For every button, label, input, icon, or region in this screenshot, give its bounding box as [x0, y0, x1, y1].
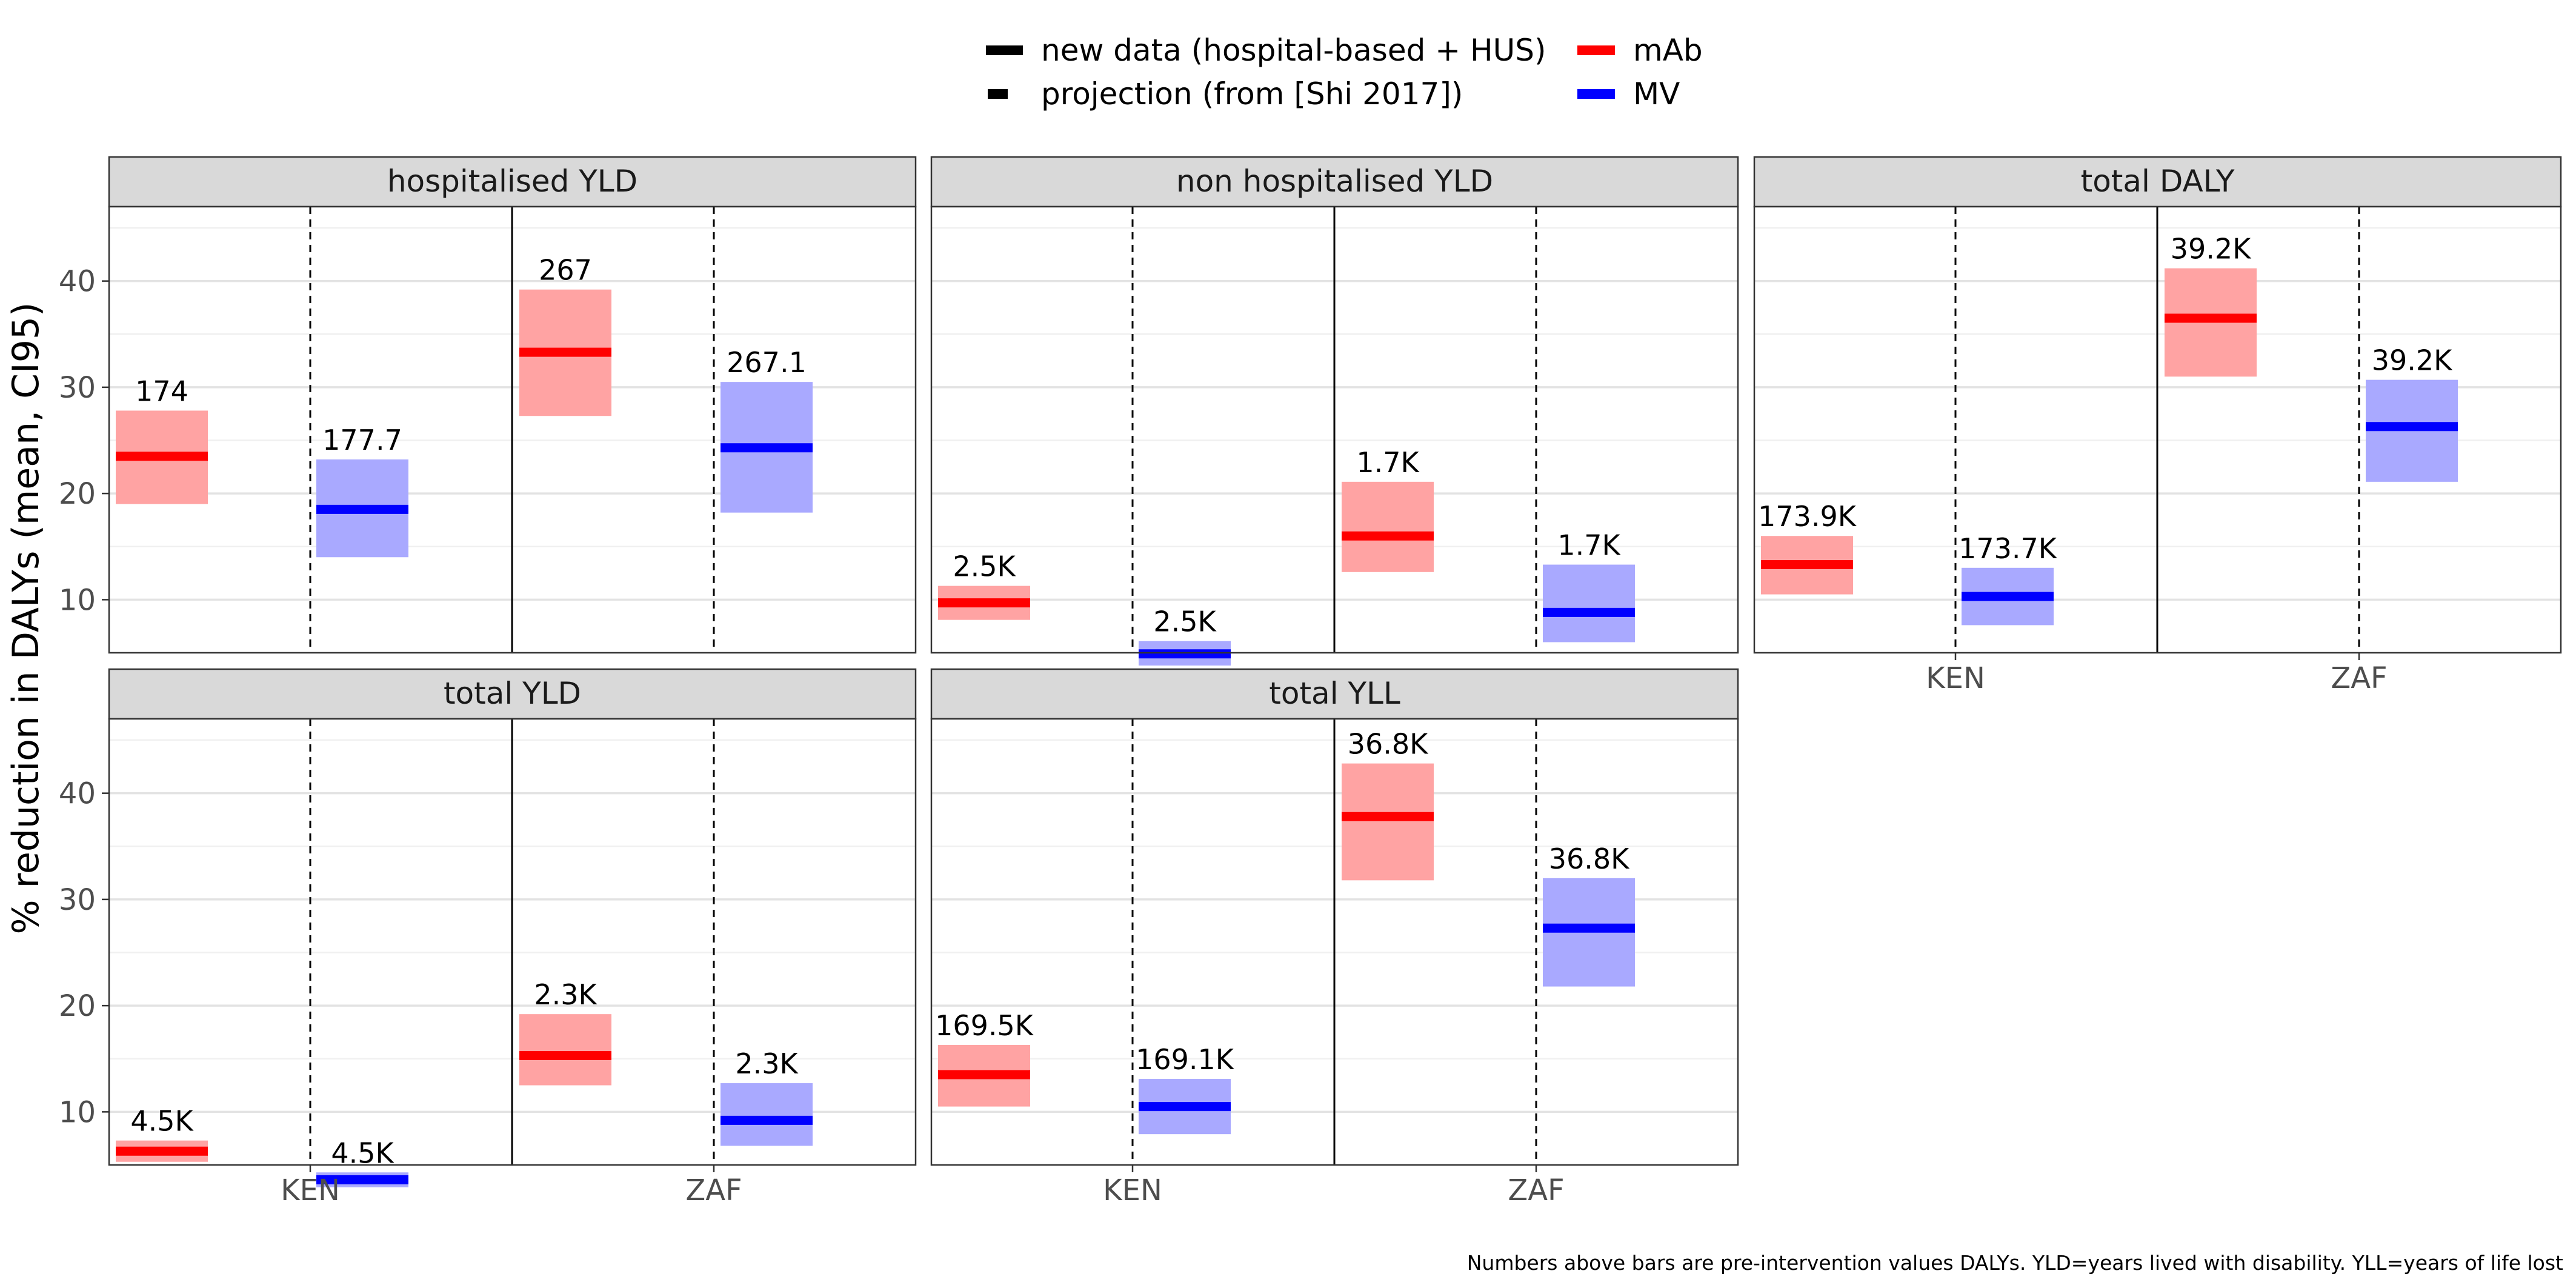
- y-tick-label: 10: [59, 1095, 96, 1129]
- data-label-ken-mab: 174: [135, 375, 188, 407]
- legend: new data (hospital-based + HUS) projectio…: [986, 33, 1703, 112]
- data-label-zaf-mab: 267: [539, 254, 592, 287]
- data-label-ken-mab: 173.9K: [1758, 500, 1857, 533]
- caption: Numbers above bars are pre-intervention …: [1467, 1251, 2563, 1275]
- panel-title: total YLL: [1269, 676, 1400, 711]
- data-label-ken-mab: 2.5K: [953, 550, 1016, 583]
- panel-strip: [108, 156, 917, 208]
- y-tick-label: 30: [59, 883, 96, 917]
- data-label-zaf-mab: 1.7K: [1356, 446, 1420, 479]
- panel-title: total YLD: [444, 676, 581, 711]
- y-tick-label: 10: [59, 583, 96, 617]
- legend-label-dashed: projection (from [Shi 2017]): [1041, 76, 1463, 112]
- x-tick-label-ken: KEN: [1926, 661, 1985, 695]
- data-label-zaf-mab: 2.3K: [534, 978, 597, 1011]
- panel-strip: [108, 668, 917, 720]
- y-tick-label: 20: [59, 477, 96, 511]
- data-label-ken-mv: 4.5K: [331, 1136, 394, 1169]
- x-tick-label-zaf: ZAF: [2331, 661, 2387, 695]
- panel-title: non hospitalised YLD: [1176, 164, 1493, 199]
- panel-total-daly: total DALY 173.9K 173.7K 39.2K 39.2K KEN ZAF: [1753, 156, 2562, 695]
- x-tick-label-ken: KEN: [1103, 1173, 1162, 1207]
- panel-border: [930, 205, 1739, 654]
- data-label-zaf-mab: 36.8K: [1348, 728, 1429, 761]
- panel-border: [1753, 205, 2562, 654]
- x-tick-label-ken: KEN: [281, 1173, 340, 1207]
- panels: hospitalised YLD 174 177.7 267 267.1 10 20 30 40…: [59, 156, 2562, 1207]
- data-label-ken-mv: 169.1K: [1136, 1043, 1235, 1076]
- panel-title: total DALY: [2081, 164, 2235, 199]
- data-label-ken-mab: 169.5K: [935, 1009, 1034, 1042]
- panel-strip: [930, 156, 1739, 208]
- data-label-ken-mab: 4.5K: [130, 1105, 194, 1138]
- legend-label-solid: new data (hospital-based + HUS): [1041, 33, 1546, 68]
- data-label-ken-mv: 177.7: [322, 424, 402, 456]
- panel-strip: [1753, 156, 2562, 208]
- panel-total-yll: total YLL 169.5K 169.1K 36.8K 36.8K KEN ZAF: [930, 668, 1739, 1207]
- data-label-zaf-mv: 267.1: [727, 346, 807, 379]
- ci-band-zaf-mab: [519, 1014, 611, 1086]
- data-label-ken-mv: 173.7K: [1959, 532, 2058, 565]
- panel-total-yld: total YLD 4.5K 4.5K 2.3K 2.3K 10 20 30 40 KEN ZAF: [59, 668, 917, 1207]
- x-tick-label-zaf: ZAF: [685, 1173, 742, 1207]
- data-label-zaf-mv: 36.8K: [1549, 843, 1630, 875]
- y-tick-label: 40: [59, 777, 96, 811]
- panel-border: [108, 718, 917, 1166]
- data-label-zaf-mv: 39.2K: [2372, 344, 2453, 377]
- panel-hospitalised-yld: hospitalised YLD 174 177.7 267 267.1 10 20 30 40: [59, 156, 917, 654]
- y-tick-label: 30: [59, 371, 96, 405]
- legend-label-mab: mAb: [1633, 33, 1703, 68]
- ci-band-zaf-mv: [721, 1083, 813, 1146]
- panel-border: [108, 205, 917, 654]
- data-label-zaf-mab: 39.2K: [2171, 233, 2252, 265]
- data-label-ken-mv: 2.5K: [1153, 606, 1217, 638]
- y-tick-label: 20: [59, 989, 96, 1023]
- data-label-zaf-mv: 1.7K: [1557, 529, 1621, 562]
- data-label-zaf-mv: 2.3K: [735, 1047, 799, 1080]
- panel-title: hospitalised YLD: [387, 164, 637, 199]
- x-tick-label-zaf: ZAF: [1508, 1173, 1564, 1207]
- y-tick-label: 40: [59, 265, 96, 299]
- panel-strip: [930, 668, 1739, 720]
- ci-band-zaf-mab: [1342, 481, 1434, 572]
- ci-band-zaf-mv: [1543, 564, 1635, 642]
- panel-border: [930, 718, 1739, 1166]
- ci-band-zaf-mab: [1342, 763, 1434, 881]
- panel-non-hospitalised-yld: non hospitalised YLD 2.5K 2.5K 1.7K 1.7K: [930, 156, 1739, 666]
- y-axis-title: % reduction in DALYs (mean, CI95): [5, 302, 47, 935]
- legend-label-mv: MV: [1633, 76, 1680, 112]
